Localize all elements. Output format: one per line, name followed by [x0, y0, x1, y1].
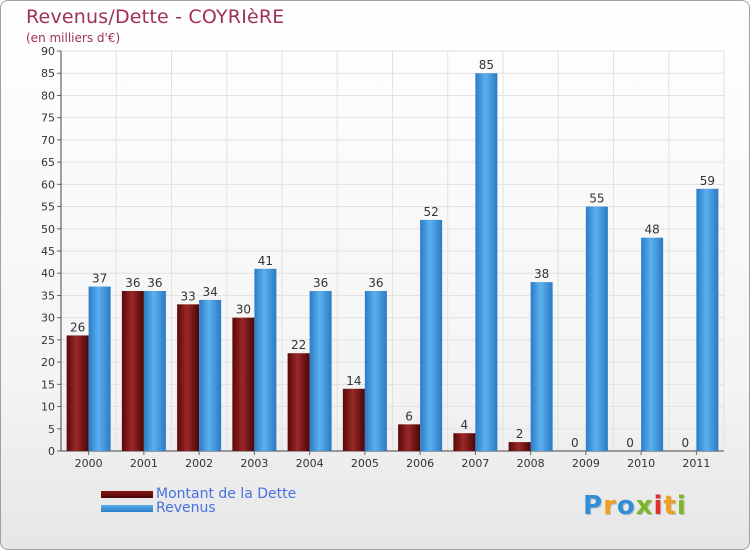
y-tick-label: 55 [41, 201, 55, 214]
y-tick-label: 40 [41, 267, 55, 280]
bar-revenue [199, 299, 222, 451]
data-label-revenue: 36 [147, 276, 162, 290]
y-tick-label: 65 [41, 156, 55, 169]
y-tick-label: 35 [41, 289, 55, 302]
y-tick-label: 5 [48, 423, 55, 436]
x-tick-label: 2009 [572, 457, 600, 470]
data-label-revenue: 52 [423, 205, 438, 219]
legend-label-revenue: Revenus [156, 500, 216, 516]
y-tick-label: 15 [41, 378, 55, 391]
data-label-revenue: 37 [92, 272, 107, 286]
y-tick-label: 85 [41, 67, 55, 80]
data-label-revenue: 55 [589, 192, 604, 206]
logo-letter: r [603, 491, 617, 521]
legend-item-revenue: Revenus [101, 500, 296, 516]
x-tick-label: 2010 [627, 457, 655, 470]
y-tick-label: 30 [41, 312, 55, 325]
data-label-revenue: 36 [313, 276, 328, 290]
logo-letter: i [653, 491, 664, 521]
chart-subtitle: (en milliers d'€) [26, 31, 121, 45]
data-label-debt: 22 [291, 338, 306, 352]
data-label-debt: 0 [571, 436, 579, 450]
bar-revenue [309, 291, 332, 451]
bar-revenue [254, 268, 277, 451]
bar-revenue [88, 286, 111, 451]
legend-swatch-revenue [101, 504, 153, 512]
x-tick-label: 2011 [682, 457, 710, 470]
x-tick-label: 2001 [130, 457, 158, 470]
bar-revenue [641, 237, 664, 451]
y-tick-label: 80 [41, 89, 55, 102]
logo-letter: x [635, 491, 654, 521]
x-tick-label: 2000 [75, 457, 103, 470]
data-label-debt: 6 [405, 409, 413, 423]
y-tick-label: 20 [41, 356, 55, 369]
data-label-debt: 14 [346, 374, 361, 388]
y-tick-label: 50 [41, 223, 55, 236]
x-tick-label: 2008 [517, 457, 545, 470]
data-label-debt: 26 [70, 320, 85, 334]
bar-revenue [420, 219, 443, 451]
bar-debt [177, 304, 200, 451]
bar-revenue [585, 206, 608, 451]
y-tick-label: 70 [41, 134, 55, 147]
bar-debt [66, 335, 89, 451]
logo-letter: P [583, 491, 604, 521]
bars [66, 73, 719, 451]
data-label-debt: 0 [682, 436, 690, 450]
data-label-debt: 2 [516, 427, 524, 441]
logo-letter: i [676, 491, 687, 521]
y-tick-label: 90 [41, 45, 55, 58]
bar-debt [453, 433, 476, 451]
bar-debt [232, 317, 255, 451]
data-label-revenue: 36 [368, 276, 383, 290]
y-tick-label: 60 [41, 178, 55, 191]
grid [61, 50, 725, 452]
data-labels: 26 37 36 36 33 34 30 41 22 36 14 36 6 52 4 85 2 38 0 55 0 48 0… [70, 58, 715, 450]
y-tick-label: 0 [48, 445, 55, 458]
data-label-revenue: 34 [202, 285, 217, 299]
data-label-revenue: 41 [258, 254, 273, 268]
bar-revenue [143, 291, 166, 451]
y-tick-label: 25 [41, 334, 55, 347]
bar-revenue [696, 188, 719, 451]
x-tick-label: 2002 [185, 457, 213, 470]
data-label-revenue: 48 [644, 223, 659, 237]
legend: Montant de la Dette Revenus [101, 486, 297, 516]
x-tick-label: 2003 [240, 457, 268, 470]
data-label-debt: 36 [125, 276, 140, 290]
logo-letter: t [663, 491, 677, 521]
x-tick-label: 2007 [461, 457, 489, 470]
bar-revenue [364, 291, 387, 451]
proxiti-logo: Proxiti [583, 491, 687, 521]
data-label-debt: 0 [626, 436, 634, 450]
y-tick-label: 45 [41, 245, 55, 258]
data-label-revenue: 38 [534, 267, 549, 281]
axes: 0510152025303540455055606570758085902000… [41, 45, 724, 470]
x-tick-label: 2006 [406, 457, 434, 470]
x-tick-label: 2004 [296, 457, 324, 470]
bar-debt [508, 442, 531, 451]
legend-label-debt: Montant de la Dette [156, 486, 297, 502]
bar-revenue [530, 282, 553, 451]
data-label-debt: 4 [461, 418, 469, 432]
data-label-debt: 33 [180, 289, 195, 303]
logo-letter: o [616, 491, 636, 521]
bar-debt [287, 353, 310, 451]
data-label-debt: 30 [236, 303, 251, 317]
bar-revenue [475, 73, 498, 451]
bar-debt [121, 291, 144, 451]
y-tick-label: 10 [41, 401, 55, 414]
legend-item-debt: Montant de la Dette [101, 486, 297, 502]
bar-debt [342, 388, 365, 451]
bar-debt [398, 424, 421, 451]
chart-title: Revenus/Dette - COYRIèRE [26, 6, 285, 28]
y-tick-label: 75 [41, 112, 55, 125]
legend-swatch-debt [101, 490, 153, 498]
data-label-revenue: 59 [700, 174, 715, 188]
data-label-revenue: 85 [479, 58, 494, 72]
x-tick-label: 2005 [351, 457, 379, 470]
